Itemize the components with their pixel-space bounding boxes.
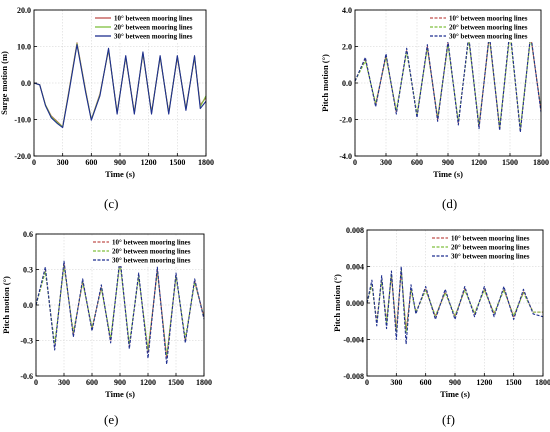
x-tick-label: 900 <box>449 378 461 387</box>
legend-label-3: 30° between mooring lines <box>112 257 191 265</box>
legend-label-2: 20° between mooring lines <box>114 24 193 32</box>
chart-e-svg: 0 300 600 900 1200 1500 1800 -0.6 -0.3 0.0 0.3 0.6 T… <box>1 230 212 399</box>
y-tick-label: -4.0 <box>339 152 352 161</box>
legend-label-1: 10° between mooring lines <box>112 239 191 247</box>
x-tick-label: 300 <box>57 158 69 167</box>
x-tick-label: 1500 <box>168 378 184 387</box>
x-tick-label: 1500 <box>506 378 522 387</box>
x-axis-label: Time (s) <box>105 169 135 179</box>
x-tick-label: 600 <box>85 158 97 167</box>
legend-label-1: 10° between mooring lines <box>451 235 530 243</box>
y-tick-label: 0.008 <box>346 226 364 235</box>
y-tick-label: -0.004 <box>343 336 364 345</box>
chart-panel-f: 0 300 600 900 1200 1500 1800 -0.008 -0.004 0.000 0… <box>275 222 550 412</box>
caption-c: (c) <box>104 196 119 211</box>
y-axis-label: Pitch motion (°) <box>1 276 11 334</box>
x-tick-label: 600 <box>86 378 98 387</box>
y-tick-label: 4.0 <box>342 6 352 15</box>
x-tick-label: 900 <box>114 158 126 167</box>
y-tick-label: -0.3 <box>20 337 33 346</box>
x-tick-label: 300 <box>390 378 402 387</box>
x-tick-label: 300 <box>380 158 392 167</box>
y-axis-label: Pitch motion (°) <box>332 274 342 332</box>
x-tick-label: 600 <box>411 158 423 167</box>
y-tick-label: -20.0 <box>14 152 31 161</box>
chart-panel-c: 0 300 600 900 1200 1500 1800 -20.0 -10.0 0.0 10.0 2… <box>0 0 275 190</box>
chart-c-svg: 0 300 600 900 1200 1500 1800 -20.0 -10.0 0.0 10.0 2… <box>0 6 214 179</box>
legend-label-1: 10° between mooring lines <box>449 15 528 23</box>
series-line-3 <box>366 265 544 345</box>
y-tick-label: -2.0 <box>339 116 352 125</box>
x-tick-label: 1500 <box>169 158 185 167</box>
caption-f: (f) <box>442 412 455 427</box>
chart-panel-e: 0 300 600 900 1200 1500 1800 -0.6 -0.3 0.0 0.3 0.6 T… <box>0 222 275 412</box>
caption-d: (d) <box>442 196 458 211</box>
series-line-2 <box>354 33 542 130</box>
y-tick-label: 0.004 <box>346 263 364 272</box>
legend-label-3: 30° between mooring lines <box>114 33 193 41</box>
chart-f-svg: 0 300 600 900 1200 1500 1800 -0.008 -0.004 0.000 0… <box>332 226 550 399</box>
y-tick-label: -0.6 <box>20 372 33 381</box>
x-tick-label: 1200 <box>476 378 492 387</box>
x-tick-label: 1800 <box>533 158 549 167</box>
x-tick-label: 1500 <box>502 158 518 167</box>
y-tick-label: 0.000 <box>346 299 364 308</box>
x-axis-label: Time (s) <box>105 389 135 399</box>
y-tick-label: -10.0 <box>14 116 31 125</box>
y-tick-label: 2.0 <box>342 43 352 52</box>
y-tick-label: 0.3 <box>23 266 33 275</box>
legend-label-1: 10° between mooring lines <box>114 15 193 23</box>
y-tick-label: 0.6 <box>23 230 33 239</box>
y-tick-label: 0.0 <box>23 301 33 310</box>
y-tick-label: 10.0 <box>17 43 31 52</box>
x-tick-label: 0 <box>32 158 36 167</box>
x-axis-label: Time (s) <box>433 169 463 179</box>
x-axis-label: Time (s) <box>440 389 470 399</box>
x-tick-label: 900 <box>442 158 454 167</box>
y-tick-label: 0.0 <box>21 79 31 88</box>
legend-label-3: 30° between mooring lines <box>451 253 530 261</box>
series-line-3 <box>33 44 207 129</box>
x-tick-label: 600 <box>420 378 432 387</box>
legend-label-2: 20° between mooring lines <box>449 24 528 32</box>
legend-label-2: 20° between mooring lines <box>451 244 530 252</box>
chart-d-svg: 0 300 600 900 1200 1500 1800 -4.0 -2.0 0.0 2.0 4.0 T… <box>320 6 549 179</box>
legend-label-2: 20° between mooring lines <box>112 248 191 256</box>
y-tick-label: 0.0 <box>342 79 352 88</box>
legend-label-3: 30° between mooring lines <box>449 33 528 41</box>
x-tick-label: 1800 <box>198 158 214 167</box>
x-tick-label: 1800 <box>535 378 550 387</box>
x-tick-label: 0 <box>353 158 357 167</box>
x-tick-label: 0 <box>365 378 369 387</box>
caption-e: (e) <box>104 412 119 427</box>
x-tick-label: 0 <box>34 378 38 387</box>
y-axis-label: Pitch motion (°) <box>320 54 330 112</box>
x-tick-label: 300 <box>58 378 70 387</box>
y-tick-label: -0.008 <box>343 372 364 381</box>
x-tick-label: 900 <box>114 378 126 387</box>
x-tick-label: 1800 <box>196 378 212 387</box>
y-axis-label: Surge motion (m) <box>0 51 9 115</box>
x-tick-label: 1200 <box>140 378 156 387</box>
x-tick-label: 1200 <box>471 158 487 167</box>
chart-panel-d: 0 300 600 900 1200 1500 1800 -4.0 -2.0 0.0 2.0 4.0 T… <box>275 0 550 190</box>
x-tick-label: 1200 <box>141 158 157 167</box>
y-tick-label: 20.0 <box>17 6 31 15</box>
